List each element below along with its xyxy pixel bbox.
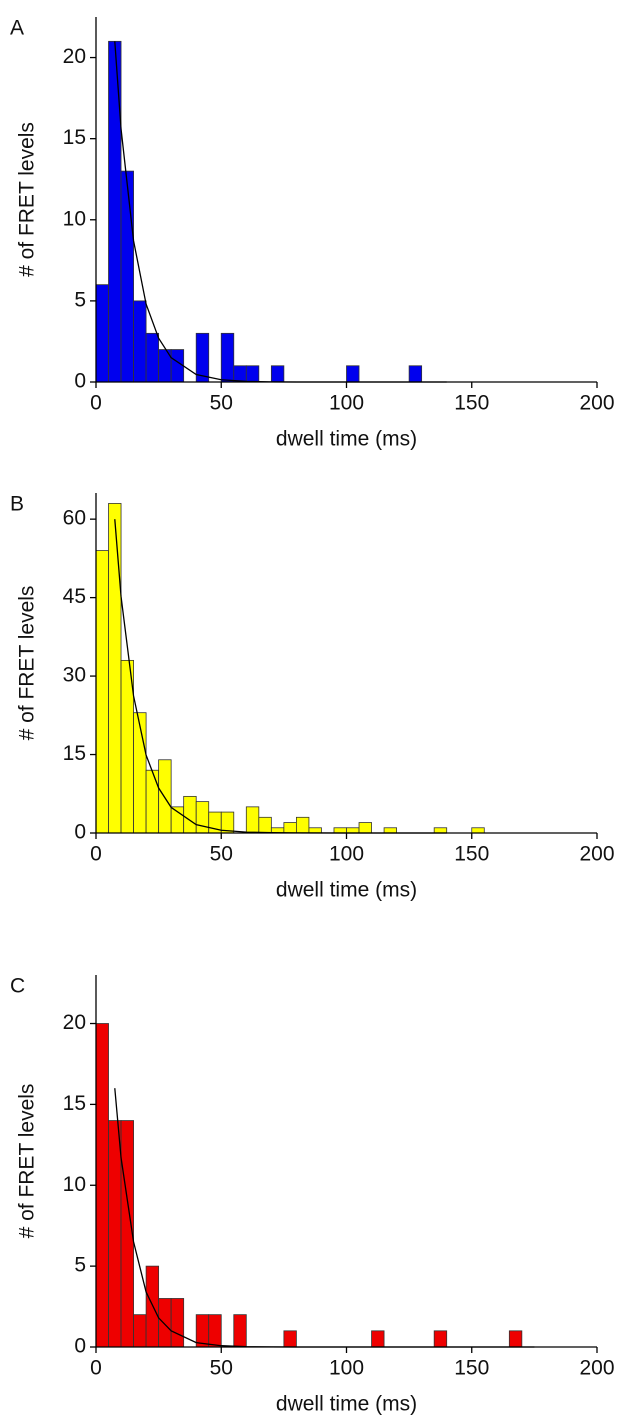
bar — [433, 1330, 448, 1348]
bar — [333, 827, 347, 834]
bar — [283, 1330, 297, 1348]
bar — [183, 795, 197, 834]
bar — [270, 365, 285, 383]
bar — [133, 712, 147, 834]
y-tick-label: 45 — [63, 585, 86, 608]
x-tick-label: 200 — [579, 1357, 614, 1380]
x-tick-label: 50 — [210, 392, 233, 415]
x-tick-label: 150 — [454, 1357, 489, 1380]
bar — [233, 1314, 247, 1348]
y-tick-label: 0 — [74, 370, 86, 393]
panel-label: C — [10, 975, 25, 998]
fit-curve — [114, 41, 447, 383]
y-tick-label: 60 — [63, 507, 86, 530]
x-tick-label: 50 — [210, 843, 233, 866]
bar — [158, 759, 172, 834]
x-tick-label: 100 — [329, 843, 364, 866]
bar — [371, 1330, 385, 1348]
x-tick-label: 50 — [210, 1357, 233, 1380]
y-tick-label: 5 — [74, 1254, 86, 1277]
x-tick-label: 0 — [90, 1357, 102, 1380]
y-tick-label: 0 — [74, 821, 86, 844]
bar — [195, 801, 210, 834]
bar — [308, 827, 322, 834]
bar — [295, 816, 310, 834]
x-tick-label: 100 — [329, 392, 364, 415]
x-axis-label: dwell time (ms) — [276, 1393, 417, 1416]
bar — [170, 349, 185, 383]
bar — [95, 550, 109, 834]
y-tick-label: 10 — [63, 1173, 86, 1196]
bar — [208, 1314, 222, 1348]
x-axis-label: dwell time (ms) — [276, 879, 417, 902]
y-tick-label: 30 — [63, 664, 86, 687]
bar — [108, 40, 122, 383]
bar — [145, 1265, 160, 1348]
y-tick-label: 5 — [74, 288, 86, 311]
y-tick-label: 10 — [63, 207, 86, 230]
y-axis-label: # of FRET levels — [16, 122, 39, 277]
bar — [233, 365, 247, 383]
bar — [133, 1314, 147, 1348]
bar — [95, 1023, 109, 1348]
y-tick-label: 15 — [63, 126, 86, 149]
bar — [471, 827, 485, 834]
y-tick-label: 20 — [63, 1011, 86, 1034]
y-tick-label: 15 — [63, 742, 86, 765]
bar — [358, 822, 372, 834]
y-tick-label: 15 — [63, 1092, 86, 1115]
bar — [220, 332, 235, 383]
bar — [383, 827, 398, 834]
bar — [95, 284, 109, 383]
bar — [120, 659, 134, 834]
y-tick-label: 0 — [74, 1335, 86, 1358]
bar — [195, 1314, 210, 1348]
bar — [145, 332, 160, 383]
bar — [133, 300, 147, 383]
bar — [120, 170, 134, 383]
x-tick-label: 150 — [454, 843, 489, 866]
x-tick-label: 100 — [329, 1357, 364, 1380]
x-axis-label: dwell time (ms) — [276, 428, 417, 451]
bar — [346, 365, 360, 383]
bar — [108, 1120, 122, 1348]
y-tick-label: 20 — [63, 45, 86, 68]
bar — [508, 1330, 523, 1348]
x-tick-label: 0 — [90, 843, 102, 866]
y-axis-label: # of FRET levels — [16, 1084, 39, 1239]
y-axis-label: # of FRET levels — [16, 586, 39, 741]
x-tick-label: 0 — [90, 392, 102, 415]
bar — [346, 827, 360, 834]
bar — [108, 503, 122, 834]
bar — [170, 1298, 185, 1348]
bar — [283, 822, 297, 834]
bar — [145, 769, 160, 834]
bar — [433, 827, 448, 834]
bar — [245, 806, 260, 834]
bar — [120, 1120, 134, 1348]
x-tick-label: 200 — [579, 843, 614, 866]
bar — [408, 365, 423, 383]
panel-label: B — [10, 493, 24, 516]
panel-label: A — [10, 17, 24, 40]
bar — [170, 806, 185, 834]
bar — [245, 365, 260, 383]
x-tick-label: 200 — [579, 392, 614, 415]
bar — [258, 816, 272, 834]
bar — [158, 1298, 172, 1348]
x-tick-label: 150 — [454, 392, 489, 415]
